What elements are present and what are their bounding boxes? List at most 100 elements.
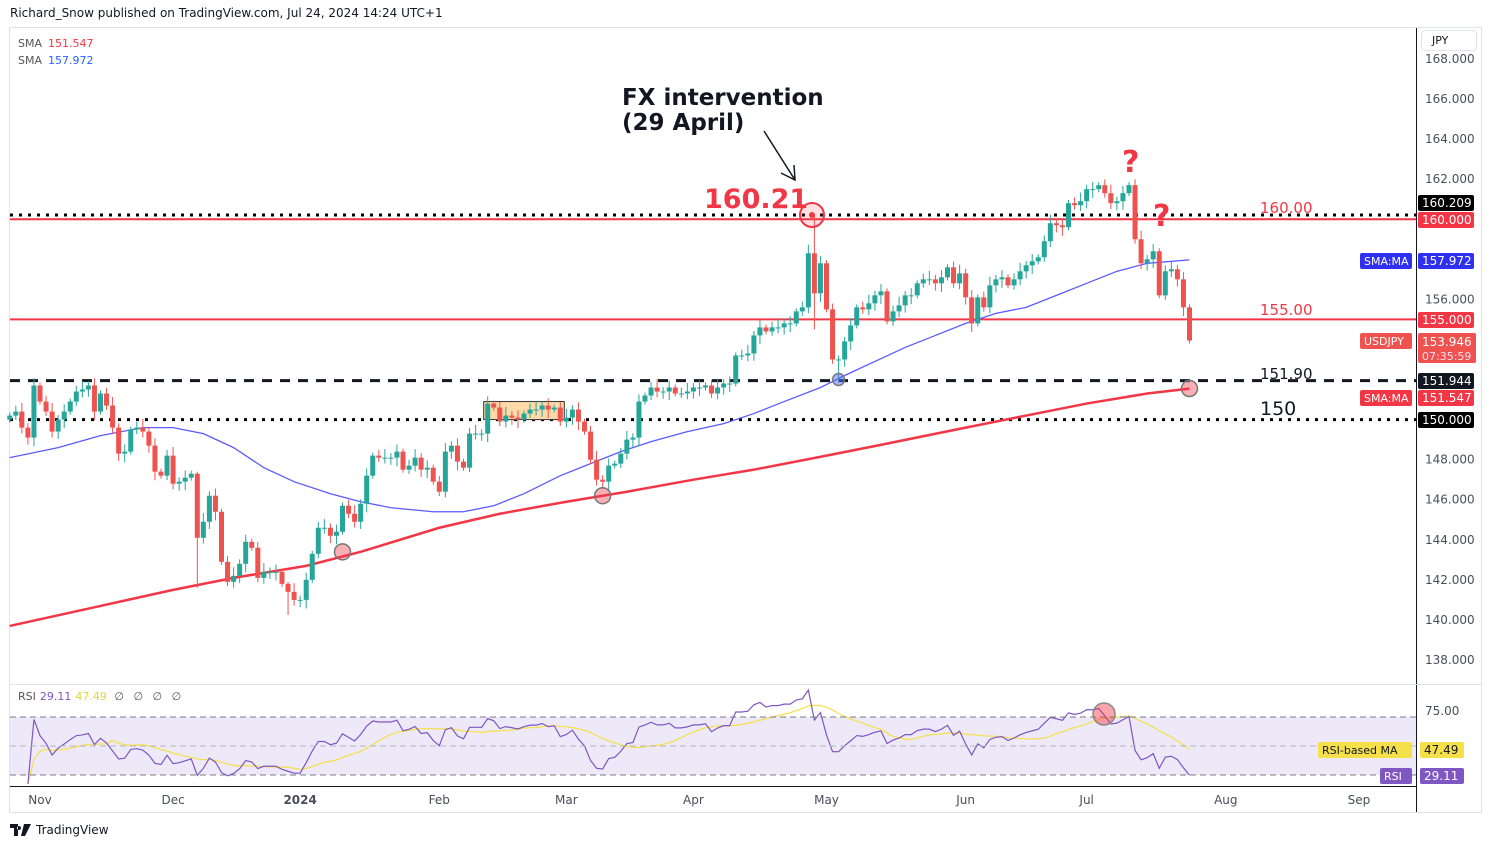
rsi-line bbox=[27, 688, 1190, 785]
candle bbox=[1108, 184, 1114, 209]
candle-body bbox=[333, 531, 339, 536]
candle bbox=[388, 453, 394, 465]
tradingview-logo-icon bbox=[10, 824, 31, 836]
candle-body bbox=[1138, 239, 1144, 264]
peak-label: 160.21 bbox=[704, 184, 808, 215]
candle bbox=[285, 581, 291, 615]
candle-body bbox=[25, 427, 31, 438]
touch-marker bbox=[593, 486, 612, 505]
candle bbox=[624, 430, 630, 460]
candle-body bbox=[73, 391, 79, 402]
currency-button[interactable]: JPY bbox=[1421, 30, 1477, 51]
candle bbox=[1150, 244, 1156, 268]
price-tick: 142.000 bbox=[1425, 573, 1475, 587]
candle bbox=[110, 396, 116, 434]
tradingview-logo[interactable]: TradingView bbox=[10, 823, 109, 837]
candle-body bbox=[1180, 279, 1186, 308]
candle-body bbox=[461, 461, 466, 468]
fx-intervention-date: (29 April) bbox=[622, 110, 744, 136]
candle bbox=[515, 410, 521, 429]
candle bbox=[382, 449, 388, 464]
candle bbox=[43, 395, 49, 416]
candle bbox=[739, 349, 745, 360]
candle bbox=[1041, 235, 1047, 262]
candle bbox=[660, 387, 666, 399]
candle bbox=[1126, 182, 1132, 197]
candle bbox=[757, 320, 763, 345]
candle-body bbox=[908, 295, 914, 297]
candle bbox=[999, 270, 1005, 288]
candle-body bbox=[442, 451, 448, 492]
candle bbox=[55, 415, 61, 439]
candle-body bbox=[128, 429, 134, 452]
candle bbox=[442, 443, 448, 498]
candle-body bbox=[164, 455, 170, 476]
candle-body bbox=[249, 541, 255, 548]
rsi-tick-75: 75.00 bbox=[1425, 704, 1459, 718]
candle-body bbox=[969, 297, 975, 324]
candle bbox=[533, 400, 539, 416]
touch-marker bbox=[333, 543, 352, 561]
candle bbox=[261, 563, 267, 584]
legend-sma50[interactable]: SMA 157.972 bbox=[18, 52, 94, 69]
candle bbox=[606, 458, 612, 491]
price-tick: 156.000 bbox=[1425, 292, 1475, 306]
candle bbox=[926, 270, 932, 286]
candle bbox=[884, 288, 890, 325]
candle bbox=[104, 387, 110, 410]
candle bbox=[49, 402, 55, 438]
rsi-tag-bg bbox=[1380, 768, 1412, 784]
candle bbox=[938, 270, 944, 292]
rsi-marker bbox=[1092, 702, 1116, 726]
time-tick: Sep bbox=[1348, 793, 1371, 807]
candle-body bbox=[926, 279, 932, 281]
candle bbox=[333, 524, 339, 545]
candle-body bbox=[1162, 271, 1168, 296]
candle bbox=[291, 583, 297, 606]
candle bbox=[352, 505, 358, 528]
candle-body bbox=[261, 571, 267, 578]
legend-sma200[interactable]: SMA 151.547 bbox=[18, 35, 94, 52]
candle bbox=[376, 449, 382, 463]
candle-body bbox=[85, 385, 91, 390]
candle bbox=[1066, 200, 1071, 231]
candle-body bbox=[721, 383, 727, 388]
candle bbox=[1132, 179, 1138, 244]
candle-body bbox=[67, 401, 73, 412]
candle-body bbox=[231, 575, 237, 582]
candle bbox=[987, 276, 993, 314]
candle bbox=[672, 384, 678, 397]
candle-body bbox=[872, 295, 878, 304]
candle bbox=[467, 427, 473, 473]
candle bbox=[430, 464, 436, 485]
touch-marker bbox=[831, 372, 846, 387]
candle bbox=[273, 564, 279, 581]
candle-body bbox=[1156, 251, 1162, 296]
candle-body bbox=[569, 409, 575, 418]
candle bbox=[152, 438, 158, 481]
candle-body bbox=[515, 417, 521, 420]
candle-body bbox=[176, 481, 182, 484]
candle-body bbox=[648, 387, 654, 396]
price-tag-sma50: 157.972 bbox=[1422, 254, 1472, 268]
rsi-legend[interactable]: RSI 29.11 47.49 ∅ ∅ ∅ ∅ bbox=[18, 690, 184, 703]
candle-body bbox=[624, 439, 630, 454]
candle-body bbox=[43, 401, 49, 412]
candle-body bbox=[509, 415, 515, 418]
candle bbox=[479, 429, 485, 441]
candle-body bbox=[1005, 277, 1011, 286]
candle-body bbox=[370, 455, 376, 476]
candle bbox=[551, 404, 557, 413]
candle-body bbox=[273, 571, 279, 573]
candle bbox=[636, 394, 642, 447]
question-mark-1: ? bbox=[1122, 145, 1139, 180]
candle-body bbox=[1084, 189, 1090, 202]
candle-body bbox=[491, 403, 497, 408]
candle-body bbox=[1047, 223, 1053, 242]
candle-body bbox=[811, 253, 817, 294]
candle-body bbox=[194, 473, 200, 538]
candle bbox=[297, 595, 303, 608]
candle-body bbox=[715, 387, 721, 394]
candle bbox=[448, 441, 454, 459]
